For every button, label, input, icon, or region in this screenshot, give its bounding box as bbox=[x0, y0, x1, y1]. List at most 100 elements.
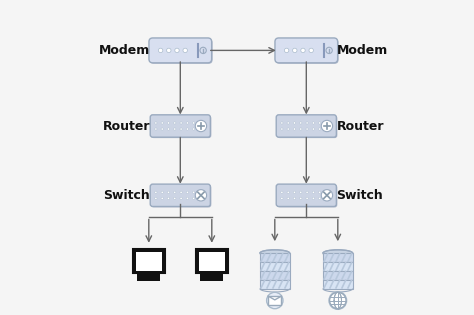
Circle shape bbox=[321, 120, 333, 132]
FancyBboxPatch shape bbox=[151, 185, 211, 208]
Circle shape bbox=[312, 122, 314, 124]
Circle shape bbox=[173, 128, 176, 130]
FancyBboxPatch shape bbox=[199, 252, 225, 271]
Circle shape bbox=[281, 122, 283, 124]
FancyBboxPatch shape bbox=[276, 39, 338, 64]
Circle shape bbox=[180, 191, 182, 193]
Circle shape bbox=[161, 191, 163, 193]
Circle shape bbox=[309, 48, 313, 53]
Text: Switch: Switch bbox=[337, 189, 383, 202]
Text: Modem: Modem bbox=[99, 44, 150, 57]
Ellipse shape bbox=[260, 250, 290, 257]
FancyBboxPatch shape bbox=[323, 280, 353, 289]
Circle shape bbox=[200, 47, 206, 54]
Circle shape bbox=[166, 48, 171, 53]
Circle shape bbox=[195, 190, 207, 201]
Circle shape bbox=[293, 128, 296, 130]
Circle shape bbox=[312, 128, 314, 130]
Circle shape bbox=[287, 122, 289, 124]
FancyBboxPatch shape bbox=[323, 253, 353, 262]
Circle shape bbox=[175, 48, 179, 53]
FancyBboxPatch shape bbox=[136, 252, 162, 271]
Circle shape bbox=[180, 197, 182, 199]
FancyBboxPatch shape bbox=[260, 262, 290, 271]
Circle shape bbox=[155, 191, 157, 193]
FancyBboxPatch shape bbox=[277, 185, 337, 208]
Circle shape bbox=[306, 128, 308, 130]
FancyBboxPatch shape bbox=[268, 296, 282, 305]
Circle shape bbox=[186, 197, 189, 199]
FancyBboxPatch shape bbox=[133, 249, 164, 273]
Circle shape bbox=[173, 191, 176, 193]
Circle shape bbox=[306, 191, 308, 193]
Circle shape bbox=[312, 191, 314, 193]
Circle shape bbox=[173, 197, 176, 199]
Text: Router: Router bbox=[337, 119, 384, 133]
Circle shape bbox=[300, 128, 302, 130]
FancyBboxPatch shape bbox=[276, 115, 337, 137]
FancyBboxPatch shape bbox=[150, 115, 210, 137]
Circle shape bbox=[192, 197, 195, 199]
Circle shape bbox=[300, 191, 302, 193]
FancyBboxPatch shape bbox=[260, 280, 290, 289]
FancyBboxPatch shape bbox=[150, 184, 210, 207]
Circle shape bbox=[186, 128, 189, 130]
Text: Router: Router bbox=[103, 119, 150, 133]
Circle shape bbox=[312, 197, 314, 199]
FancyBboxPatch shape bbox=[200, 273, 223, 281]
FancyBboxPatch shape bbox=[275, 38, 337, 63]
FancyBboxPatch shape bbox=[260, 271, 290, 280]
Circle shape bbox=[186, 191, 189, 193]
Circle shape bbox=[161, 197, 163, 199]
Circle shape bbox=[186, 122, 189, 124]
Circle shape bbox=[183, 48, 187, 53]
Circle shape bbox=[155, 197, 157, 199]
FancyBboxPatch shape bbox=[277, 116, 337, 138]
Circle shape bbox=[161, 128, 163, 130]
Circle shape bbox=[293, 122, 296, 124]
Circle shape bbox=[329, 292, 346, 309]
Circle shape bbox=[306, 197, 308, 199]
FancyBboxPatch shape bbox=[151, 116, 211, 138]
Circle shape bbox=[319, 197, 321, 199]
Circle shape bbox=[329, 292, 346, 309]
Circle shape bbox=[167, 197, 170, 199]
Circle shape bbox=[284, 48, 289, 53]
FancyBboxPatch shape bbox=[196, 249, 228, 273]
Circle shape bbox=[281, 197, 283, 199]
Circle shape bbox=[167, 191, 170, 193]
Circle shape bbox=[319, 191, 321, 193]
Circle shape bbox=[287, 128, 289, 130]
Circle shape bbox=[319, 128, 321, 130]
FancyBboxPatch shape bbox=[137, 273, 161, 281]
Circle shape bbox=[155, 122, 157, 124]
FancyBboxPatch shape bbox=[323, 262, 353, 271]
Circle shape bbox=[195, 120, 207, 132]
Circle shape bbox=[281, 191, 283, 193]
Circle shape bbox=[287, 197, 289, 199]
Circle shape bbox=[161, 122, 163, 124]
Circle shape bbox=[173, 122, 176, 124]
Circle shape bbox=[158, 48, 163, 53]
FancyBboxPatch shape bbox=[323, 271, 353, 280]
Circle shape bbox=[281, 128, 283, 130]
Circle shape bbox=[300, 197, 302, 199]
Circle shape bbox=[192, 122, 195, 124]
FancyBboxPatch shape bbox=[149, 38, 212, 63]
Circle shape bbox=[287, 191, 289, 193]
FancyBboxPatch shape bbox=[150, 39, 212, 64]
Circle shape bbox=[292, 48, 297, 53]
Circle shape bbox=[266, 292, 283, 309]
Circle shape bbox=[293, 191, 296, 193]
Ellipse shape bbox=[323, 250, 353, 257]
Circle shape bbox=[319, 122, 321, 124]
Text: Switch: Switch bbox=[103, 189, 150, 202]
Circle shape bbox=[155, 128, 157, 130]
Circle shape bbox=[306, 122, 308, 124]
Circle shape bbox=[192, 191, 195, 193]
FancyBboxPatch shape bbox=[276, 184, 337, 207]
Circle shape bbox=[321, 190, 333, 201]
Circle shape bbox=[293, 197, 296, 199]
Circle shape bbox=[167, 122, 170, 124]
Circle shape bbox=[167, 128, 170, 130]
